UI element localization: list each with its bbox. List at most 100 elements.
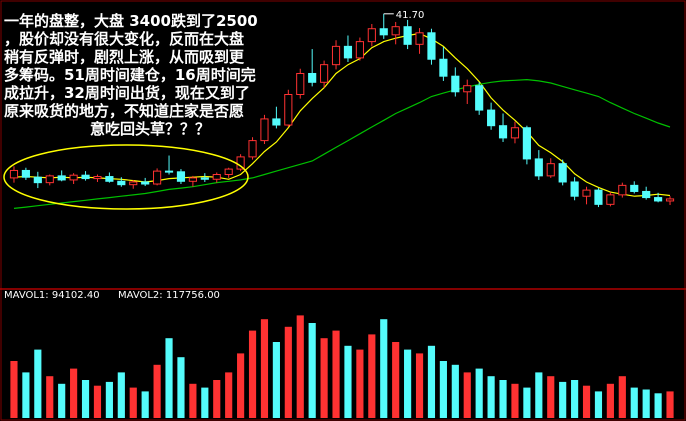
candle-body <box>153 170 162 185</box>
peak-label: 41.70 <box>396 10 425 21</box>
candle-body <box>475 85 484 111</box>
candle-body <box>331 45 341 66</box>
candle-body <box>21 169 30 178</box>
volume-bar <box>284 326 292 418</box>
ma-line <box>13 32 671 197</box>
candle-body <box>248 140 257 158</box>
annotation-line: 多筹码。51周时间建仓，16周时间完 <box>4 66 256 84</box>
volume-bar <box>153 364 161 418</box>
volume-bar <box>248 330 257 418</box>
candle-body <box>403 26 412 45</box>
volume-bar <box>34 349 42 418</box>
candle-body <box>200 177 209 180</box>
volume-bar <box>487 376 495 418</box>
candle-body <box>188 177 197 182</box>
candle-body <box>212 174 221 180</box>
volume-bar <box>415 353 424 418</box>
candle-body <box>522 127 531 160</box>
candle-body <box>439 58 448 77</box>
candle-body <box>93 176 102 180</box>
volume-bar <box>81 380 90 418</box>
candle-body <box>606 194 615 205</box>
volume-bar <box>404 349 412 418</box>
volume-bar <box>272 342 280 418</box>
candle-body <box>105 176 114 182</box>
volume-bar <box>594 391 603 418</box>
volume-bar <box>332 330 340 418</box>
volume-bar <box>475 368 483 418</box>
volume-bar <box>105 381 113 418</box>
candle-body <box>415 32 424 45</box>
candle-body <box>355 41 364 59</box>
candle-body <box>164 170 174 173</box>
candle-body <box>427 32 436 60</box>
candle-body <box>320 64 329 83</box>
volume-bar <box>141 391 149 418</box>
volume-bar <box>10 361 18 418</box>
candle-body <box>487 109 496 127</box>
volume-bar <box>439 361 447 418</box>
candle-body <box>69 174 78 181</box>
volume-bar <box>535 372 543 418</box>
candle-body <box>176 171 186 182</box>
candle-body <box>558 163 567 183</box>
volume-bar <box>296 315 304 418</box>
volume-bar <box>70 368 78 418</box>
volume-bar <box>213 380 221 418</box>
volume-bar <box>427 345 436 418</box>
annotation-line: 意吃回头草？？？ <box>90 120 210 138</box>
candle-body <box>391 26 400 36</box>
volume-bar <box>499 380 507 418</box>
candle-body <box>284 94 293 126</box>
candle-body <box>260 118 269 142</box>
marks: 41.70 <box>9 10 675 418</box>
volume-bar <box>571 380 579 418</box>
volume-bar <box>189 383 197 418</box>
volume-bar <box>46 376 54 418</box>
candle-body <box>81 174 90 180</box>
volume-bar <box>630 387 638 418</box>
volume-bar <box>642 389 650 418</box>
volume-bar <box>582 385 591 418</box>
candle-body <box>379 28 388 36</box>
candle-body <box>642 190 651 199</box>
volume-bar <box>129 387 137 418</box>
volume-bar <box>117 372 125 418</box>
annotation-line: 成拉升，32周时间出货，现在又到了 <box>4 84 250 102</box>
volume-bar <box>344 345 352 418</box>
candle-body <box>272 118 281 126</box>
candle-body <box>498 125 508 139</box>
candle-body <box>630 184 639 192</box>
candle-body <box>45 175 54 184</box>
candle-body <box>117 180 126 186</box>
candle-body <box>129 181 138 186</box>
candle-body <box>224 168 233 176</box>
volume-bar <box>559 381 567 418</box>
volume-bar <box>201 387 209 418</box>
candle-body <box>57 175 66 181</box>
candle-body <box>570 181 579 197</box>
volume-bar <box>666 391 674 418</box>
candle-body <box>296 72 305 96</box>
annotation-line: 一年的盘整，大盘 3400跌到了2500 <box>4 12 258 30</box>
candle-body <box>665 198 675 202</box>
candle-body <box>463 85 472 93</box>
candle-body <box>582 189 591 197</box>
volume-bar <box>368 334 376 418</box>
volume-bar <box>165 338 173 418</box>
candle-body <box>9 169 19 179</box>
candle-body <box>141 181 150 185</box>
volume-bar <box>523 387 531 418</box>
annotation-line: ，股价却没有很大变化，反而在大盘 <box>4 30 244 48</box>
volume-bar <box>511 383 519 418</box>
candle-body <box>654 197 663 202</box>
mavol2-label: MAVOL2: 117756.00 <box>118 290 220 301</box>
volume-bar <box>93 385 102 418</box>
annotation-line: 原来吸货的地方，不知道庄家是否愿 <box>4 102 244 120</box>
volume-bar <box>22 372 30 418</box>
candle-body <box>367 28 376 43</box>
candle-body <box>594 189 603 205</box>
